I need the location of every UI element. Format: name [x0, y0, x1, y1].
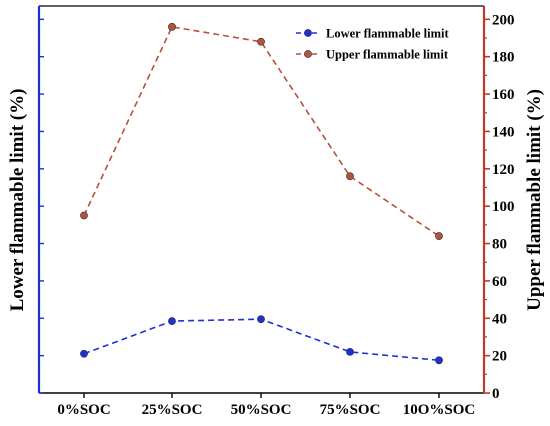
- legend-marker: [304, 29, 312, 37]
- right-tick-label: 40: [492, 311, 507, 327]
- series-upper-flammable-limit: [80, 22, 443, 240]
- series-line: [83, 25, 440, 237]
- right-tick-label: 180: [492, 50, 515, 66]
- data-point: [80, 211, 88, 220]
- legend: Lower flammable limit Upper flammable lim…: [296, 27, 449, 62]
- right-tick-label: 160: [492, 87, 515, 103]
- data-point: [435, 356, 443, 365]
- left-y-axis: [37, 6, 44, 394]
- series-line: [83, 318, 440, 362]
- legend-marker: [304, 50, 312, 58]
- right-tick-label: 80: [492, 237, 507, 253]
- right-tick-label: 60: [492, 274, 507, 290]
- right-tick-label: 0: [492, 386, 500, 402]
- x-tick-label: 50%SOC: [231, 402, 292, 418]
- right-axis-title: Upper flammable limit (%): [524, 89, 545, 311]
- right-tick-label: 120: [492, 162, 515, 178]
- right-tick-label: 20: [492, 349, 507, 365]
- data-point: [257, 37, 265, 46]
- data-point: [168, 22, 176, 31]
- data-point: [346, 172, 354, 181]
- series-lower-flammable-limit: [80, 315, 443, 365]
- x-tick-label: 10O%SOC: [403, 402, 476, 418]
- data-point: [257, 315, 265, 324]
- x-tick-label: 25%SOC: [142, 402, 203, 418]
- x-tick-label: 0%SOC: [57, 402, 110, 418]
- data-point: [80, 349, 88, 358]
- data-point: [168, 317, 176, 325]
- x-axis: 0%SOC 25%SOC 50%SOC 75%SOC 10O%SOC: [57, 393, 475, 418]
- data-point: [435, 232, 443, 240]
- legend-label: Upper flammable limit: [326, 48, 449, 62]
- legend-label: Lower flammable limit: [326, 27, 449, 41]
- left-axis-title: Lower flammable limit (%): [7, 89, 28, 312]
- right-tick-label: 140: [492, 124, 515, 140]
- data-point: [346, 347, 354, 356]
- right-tick-label: 100: [492, 199, 515, 215]
- right-y-axis: 0 20 40 60 80 100 120 140 160 180 200: [482, 6, 515, 402]
- series-layer: [80, 22, 443, 365]
- plot-frame: [39, 5, 484, 394]
- right-tick-label: 200: [492, 12, 515, 28]
- x-tick-label: 75%SOC: [320, 402, 381, 418]
